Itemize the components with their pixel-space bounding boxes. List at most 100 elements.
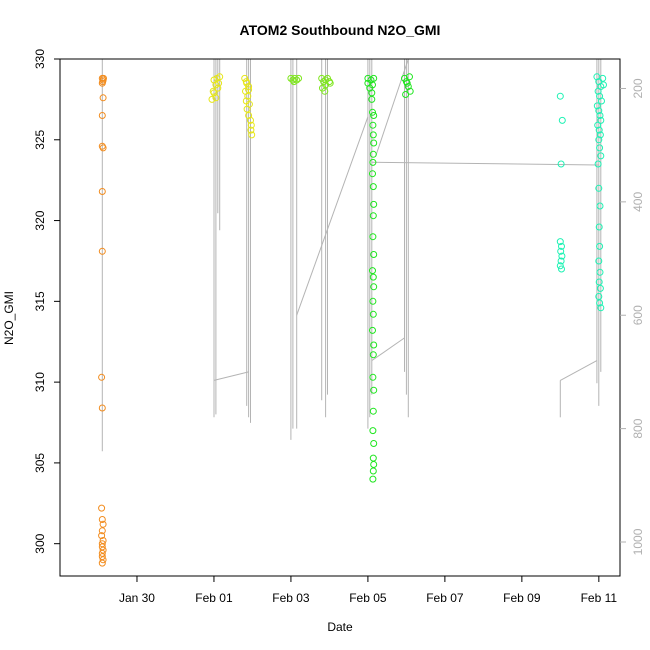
data-point: [98, 516, 106, 523]
profile-line: [375, 58, 409, 157]
x-axis: Jan 30 Feb 01 Feb 03 Feb 05 Feb 07 Feb 09 Feb …: [119, 576, 617, 605]
data-point: [370, 251, 378, 258]
data-point: [99, 94, 107, 102]
data-point: [556, 262, 564, 270]
data-point: [369, 131, 377, 139]
data-point: [98, 404, 106, 412]
data-point: [369, 81, 376, 89]
data-point: [369, 475, 377, 483]
data-point: [406, 87, 414, 95]
data-point: [98, 559, 106, 567]
data-point: [209, 87, 217, 95]
x-tick-label: Feb 11: [581, 591, 618, 605]
data-point: [370, 139, 378, 147]
data-point: [596, 242, 604, 250]
data-point: [291, 74, 299, 82]
data-point: [98, 504, 106, 512]
data-point: [369, 170, 376, 178]
data-point: [98, 247, 106, 255]
data-point: [369, 373, 377, 381]
data-point: [370, 112, 378, 119]
data-point: [99, 520, 107, 528]
data-point: [98, 79, 106, 87]
data-point: [369, 212, 377, 220]
data-point: [244, 92, 252, 100]
y-tick-label: 325: [33, 129, 47, 149]
data-point: [100, 74, 107, 82]
data-point: [597, 304, 605, 312]
data-point: [370, 74, 378, 82]
x-tick-label: Feb 03: [272, 591, 310, 605]
data-point: [404, 83, 412, 90]
data-point: [370, 283, 378, 291]
y-tick-label: 310: [33, 372, 47, 392]
data-point: [369, 310, 377, 318]
data-point: [216, 73, 224, 81]
data-point: [370, 341, 378, 349]
y2-tick-label: 200: [631, 78, 645, 98]
data-point: [370, 461, 378, 468]
data-point: [558, 242, 565, 250]
y2-tick-label: 1000: [631, 528, 645, 555]
data-point: [98, 188, 106, 195]
data-point: [98, 112, 106, 119]
data-point: [290, 78, 298, 86]
data-point: [558, 252, 566, 260]
data-point: [557, 257, 565, 265]
data-point: [322, 76, 330, 84]
plot-frame: [59, 58, 621, 577]
y2-tick-label: 800: [631, 418, 645, 438]
data-point: [369, 158, 377, 166]
data-point: [242, 78, 250, 86]
data-point: [597, 152, 605, 160]
data-point: [600, 81, 607, 89]
data-point: [369, 326, 376, 334]
data-point: [98, 373, 106, 381]
y-tick-label: 300: [33, 533, 47, 553]
profile-line: [371, 161, 599, 166]
data-point: [99, 144, 107, 152]
x-tick-label: Feb 09: [503, 591, 541, 605]
y-axis-label: N2O_GMI: [2, 291, 16, 345]
x-tick-label: Feb 07: [426, 591, 464, 605]
data-point: [321, 87, 329, 95]
data-point: [595, 107, 603, 115]
data-point: [595, 136, 603, 144]
data-point: [370, 440, 378, 447]
data-point: [369, 297, 377, 305]
data-point: [369, 467, 377, 475]
data-point: [557, 160, 565, 168]
data-point: [594, 121, 602, 129]
data-point: [370, 386, 378, 394]
x-tick-label: Feb 05: [349, 591, 387, 605]
data-point: [402, 91, 410, 98]
data-point: [208, 95, 216, 103]
data-point: [597, 116, 605, 124]
profile-line: [296, 116, 369, 316]
data-point: [594, 160, 602, 168]
y-tick-label: 320: [33, 210, 47, 230]
data-point: [369, 233, 377, 241]
data-point: [215, 79, 223, 87]
data-point: [248, 131, 256, 139]
data-point: [368, 95, 376, 103]
y2-tick-label: 400: [631, 192, 645, 212]
data-point: [596, 299, 604, 307]
data-point: [558, 116, 566, 124]
y2-axis: 200 400 600 800 1000: [620, 78, 645, 555]
data-point: [558, 265, 565, 273]
data-point: [403, 79, 411, 87]
data-point: [247, 116, 254, 124]
data-point: [556, 238, 564, 246]
data-point: [369, 273, 377, 281]
data-point: [295, 74, 303, 82]
data-point: [369, 183, 377, 191]
data-point: [596, 144, 604, 152]
data-point: [98, 532, 106, 540]
data-point: [556, 92, 564, 100]
data-point: [595, 293, 603, 300]
data-point: [247, 126, 255, 134]
profile-lines: [101, 58, 602, 452]
y2-tick-label: 600: [631, 305, 645, 325]
